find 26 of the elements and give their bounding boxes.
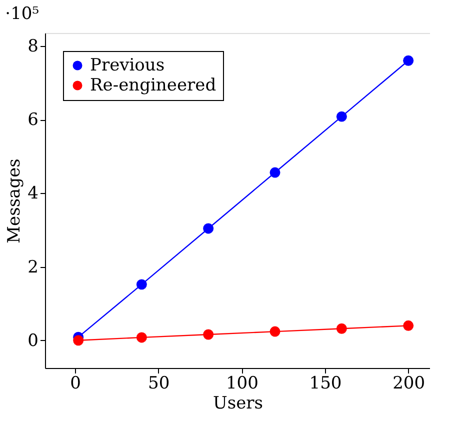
legend-label: Previous: [90, 56, 165, 76]
y-tick-label: 6: [28, 110, 38, 130]
x-tick-label: 50: [148, 374, 170, 394]
point: [203, 223, 214, 234]
y-axis-title: Messages: [4, 158, 25, 244]
x-axis-title: Users: [213, 394, 263, 414]
x-tick-label: 150: [309, 374, 342, 394]
y-tick-label: 8: [28, 36, 38, 56]
point: [270, 167, 280, 178]
point: [136, 332, 147, 343]
point: [336, 111, 347, 122]
point: [403, 55, 414, 66]
point: [203, 329, 214, 340]
point: [403, 320, 414, 331]
point: [73, 335, 84, 346]
y-tick-label: 4: [28, 184, 38, 204]
point: [270, 326, 280, 337]
text: ·10⁵: [5, 4, 40, 24]
x-tick-label: 0: [70, 374, 81, 394]
point: [136, 279, 147, 290]
x-tick-label: 200: [392, 374, 426, 394]
x-tick-label: 100: [226, 374, 258, 394]
legend-label: Re-engineered: [90, 76, 216, 96]
point: [336, 323, 347, 334]
y-tick-label: 2: [28, 257, 38, 278]
y-tick-label: 0: [28, 330, 38, 351]
